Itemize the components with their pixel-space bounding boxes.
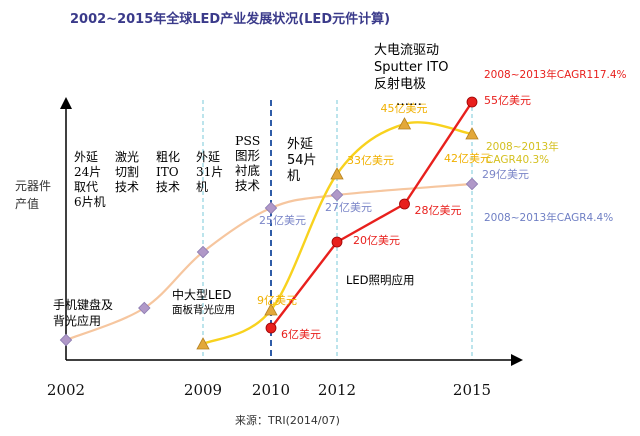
annotation-text: 取代 <box>74 180 98 194</box>
data-label: 29亿美元 <box>482 168 529 181</box>
x-tick-label: 2015 <box>453 381 491 399</box>
cagr-label: CAGR40.3% <box>486 154 549 166</box>
data-label: 25亿美元 <box>259 214 306 227</box>
y-axis-label-line: 产值 <box>15 196 39 211</box>
x-tick-label: 2010 <box>252 381 290 399</box>
data-point-marker <box>465 127 479 140</box>
annotation-text: 6片机 <box>74 195 106 209</box>
data-label: 45亿美元 <box>381 102 428 115</box>
annotation-text: 31片 <box>196 165 223 179</box>
data-point-marker <box>397 117 412 130</box>
annotation-text: …… <box>396 94 422 109</box>
data-point-marker <box>59 333 73 347</box>
data-point-marker <box>330 188 344 202</box>
annotation-text: 技术 <box>156 180 180 194</box>
data-label: 20亿美元 <box>353 234 400 247</box>
annotation-text: Sputter ITO <box>374 60 448 75</box>
chart-title: 2002~2015年全球LED产业发展状况(LED元件计算) <box>70 11 390 27</box>
annotation-text: 图形 <box>235 148 261 163</box>
annotation-text: 激光 <box>115 150 139 164</box>
data-point-marker <box>264 303 278 316</box>
data-point-marker <box>331 236 343 248</box>
annotation-text: 外延 <box>287 137 313 152</box>
data-label: 28亿美元 <box>415 204 462 217</box>
data-label: 33亿美元 <box>347 154 394 167</box>
data-label: 55亿美元 <box>484 94 531 107</box>
data-point-marker <box>196 337 210 350</box>
cagr-label: 2008~2013年CAGR4.4% <box>484 211 613 224</box>
data-label: 27亿美元 <box>325 201 372 214</box>
cagr-label: 2008~2013年CAGR117.4% <box>484 68 627 81</box>
data-label: 42亿美元 <box>444 152 491 165</box>
annotation-text: 大电流驱动 <box>374 43 439 58</box>
source-note: 来源：TRI(2014/07) <box>235 413 340 427</box>
series-line-lighting <box>270 101 474 329</box>
series-line-total <box>65 182 473 342</box>
data-point-marker <box>138 301 151 315</box>
data-point-marker <box>196 245 210 259</box>
annotation-text: 中大型LED <box>172 287 232 302</box>
annotation-text: 反射电极 <box>374 76 426 92</box>
data-point-marker <box>265 322 277 334</box>
data-label: 9亿美元 <box>257 294 297 307</box>
x-tick-label: 2009 <box>184 381 222 399</box>
annotation-text: LED照明应用 <box>346 273 415 287</box>
annotation-text: 54片 <box>287 153 317 168</box>
annotation-text: 背光应用 <box>53 313 101 328</box>
annotation-text: 技术 <box>115 180 139 194</box>
y-axis-label-line: 元器件 <box>15 179 51 193</box>
annotation-text: 粗化 <box>156 150 180 164</box>
data-point-marker <box>465 177 479 191</box>
x-tick-label: 2012 <box>318 381 356 399</box>
data-point-marker <box>330 167 344 180</box>
annotation-text: 切割 <box>115 164 139 179</box>
annotation-text: 外延 <box>74 150 98 164</box>
data-point-marker <box>264 201 278 215</box>
cagr-label: 2008~2013年 <box>486 140 559 153</box>
data-label: 6亿美元 <box>281 328 321 341</box>
annotation-text: PSS <box>235 133 260 148</box>
annotation-text: 机 <box>287 169 300 184</box>
x-tick-label: 2002 <box>47 381 85 399</box>
annotation-text: 外延 <box>196 150 220 164</box>
annotation-text: 机 <box>196 180 208 194</box>
annotation-text: 手机键盘及 <box>53 297 113 312</box>
series-line-large-medium <box>202 121 473 346</box>
annotation-text: 24片 <box>74 165 101 179</box>
annotation-text: 面板背光应用 <box>172 303 235 316</box>
data-point-marker <box>399 198 410 210</box>
annotation-text: ITO <box>156 165 179 179</box>
annotation-text: 衬底 <box>235 163 260 178</box>
data-point-marker <box>466 96 478 108</box>
annotation-text: 技术 <box>235 178 261 193</box>
